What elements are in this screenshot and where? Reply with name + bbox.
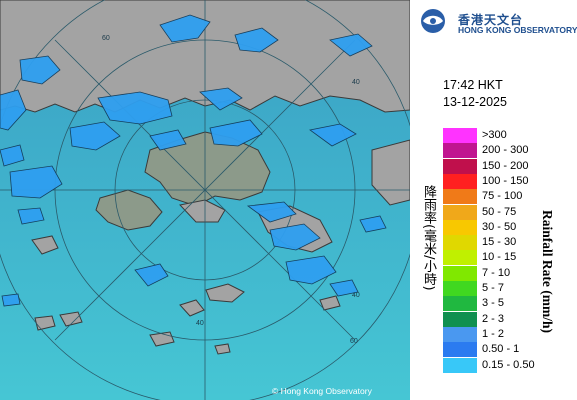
radar-map[interactable]: 60 40 40 60 40 ©: [0, 0, 410, 400]
legend-label: >300: [482, 129, 507, 141]
legend-swatch: [443, 296, 477, 312]
legend-swatch: [443, 235, 477, 251]
ring-label-3: 40: [352, 292, 360, 299]
ring-label-4: 60: [350, 338, 358, 345]
legend-swatch: [443, 158, 477, 174]
range-rings: [0, 0, 410, 400]
legend-row: 15 - 30: [443, 235, 573, 251]
legend-label: 0.50 - 1: [482, 343, 520, 356]
legend-label: 0.15 - 0.50: [482, 358, 535, 371]
radar-image: 60 40 40 60 40 ©: [0, 0, 410, 400]
legend-label: 200 - 300: [482, 144, 529, 157]
legend-row: 50 - 75: [443, 204, 573, 220]
legend-swatch: [443, 204, 477, 220]
legend-swatch: [443, 281, 477, 296]
legend-label: 1 - 2: [482, 327, 505, 340]
legend-row: 7 - 10: [443, 265, 573, 281]
legend-row: 0.50 - 1: [443, 342, 573, 358]
legend-row: 0.15 - 0.50: [443, 357, 573, 373]
legend-row: 30 - 50: [443, 219, 573, 235]
legend-swatch: [443, 128, 477, 143]
legend-label: 30 - 50: [482, 220, 517, 233]
legend-swatch: [443, 311, 477, 327]
legend-swatch: [443, 250, 477, 266]
ring-label-5: 40: [196, 320, 204, 327]
legend-swatch: [443, 173, 477, 189]
legend-swatch: [443, 326, 477, 342]
copyright-text: © Hong Kong Observatory: [272, 386, 373, 396]
hko-emblem-icon: [421, 9, 445, 33]
hko-name-en: HONG KONG OBSERVATORY: [458, 25, 577, 35]
legend-label: 100 - 150: [482, 174, 529, 187]
legend-label: 7 - 10: [482, 266, 511, 279]
legend-row: 10 - 15: [443, 250, 573, 266]
legend-row: 1 - 2: [443, 326, 573, 342]
legend-swatch: [443, 189, 477, 205]
legend-row: 3 - 5: [443, 296, 573, 312]
legend-title-en: Rainfall Rate (mm/h): [540, 210, 555, 333]
legend-swatch: [443, 265, 477, 281]
legend-row: 5 - 7: [443, 281, 573, 296]
rain-echoes: [0, 14, 387, 307]
radar-time: 17:42 HKT: [443, 78, 503, 92]
legend-label: 150 - 200: [482, 159, 529, 172]
ring-label-1: 60: [102, 35, 110, 42]
legend-row: 100 - 150: [443, 173, 573, 189]
legend-panel: 香港天文台 HONG KONG OBSERVATORY 17:42 HKT 13…: [410, 0, 577, 400]
hko-name-zh: 香港天文台: [458, 13, 524, 27]
legend-row: >300: [443, 128, 573, 143]
legend-label: 50 - 75: [482, 205, 517, 218]
legend-row: 2 - 3: [443, 311, 573, 327]
legend-row: 150 - 200: [443, 158, 573, 174]
legend-swatch: [443, 357, 477, 373]
legend-row: 75 - 100: [443, 189, 573, 205]
ring-label-2: 40: [352, 79, 360, 86]
hko-logo[interactable]: 香港天文台 HONG KONG OBSERVATORY: [415, 6, 577, 36]
legend-swatch: [443, 143, 477, 159]
radar-date: 13-12-2025: [443, 95, 507, 109]
legend-label: 15 - 30: [482, 236, 517, 249]
legend-title-zh: 降雨率(毫米/小時): [421, 185, 436, 291]
legend-swatch: [443, 219, 477, 235]
legend-label: 3 - 5: [482, 297, 505, 310]
legend-label: 2 - 3: [482, 312, 505, 325]
legend-swatch: [443, 342, 477, 358]
legend-row: 200 - 300: [443, 143, 573, 159]
legend-label: 10 - 15: [482, 251, 517, 264]
legend-label: 5 - 7: [482, 282, 505, 294]
legend-label: 75 - 100: [482, 190, 523, 203]
